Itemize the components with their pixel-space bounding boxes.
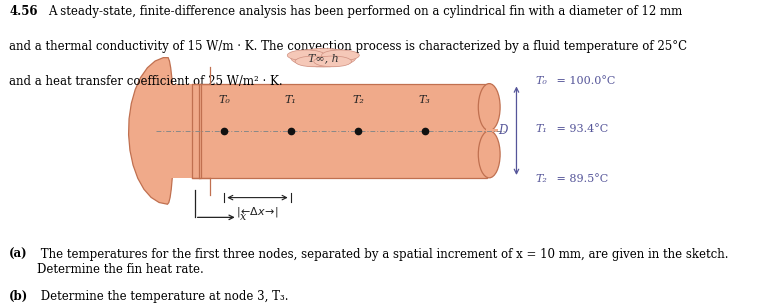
Ellipse shape [295,56,333,67]
Text: D: D [498,124,507,137]
Polygon shape [199,84,487,178]
Text: and a heat transfer coefficient of 25 W/m² · K.: and a heat transfer coefficient of 25 W/… [9,75,283,88]
Text: 4.56: 4.56 [9,5,38,18]
Ellipse shape [314,56,351,67]
Text: T₁: T₁ [284,95,297,105]
Text: (a): (a) [9,248,28,261]
Text: T₂: T₂ [352,95,365,105]
Text: = 89.5°C: = 89.5°C [553,174,608,184]
Text: (b): (b) [9,290,29,303]
Ellipse shape [478,84,500,131]
Polygon shape [167,84,200,178]
Text: T₂: T₂ [536,174,548,184]
Ellipse shape [322,50,359,61]
Text: T∞, h: T∞, h [308,53,339,63]
Ellipse shape [287,50,325,61]
Text: T₀: T₀ [536,76,548,85]
Text: = 93.4°C: = 93.4°C [553,124,608,134]
Text: x: x [240,212,246,222]
Text: $|\!\leftarrow\!\Delta x\!\rightarrow\!|$: $|\!\leftarrow\!\Delta x\!\rightarrow\!|… [236,205,279,219]
Ellipse shape [478,131,500,178]
Text: T₃: T₃ [418,95,431,105]
Polygon shape [486,129,498,132]
Text: The temperatures for the first three nodes, separated by a spatial increment of : The temperatures for the first three nod… [37,248,729,276]
Text: T₀: T₀ [218,95,231,105]
Polygon shape [129,58,174,204]
Polygon shape [192,84,201,178]
Text: T₁: T₁ [536,124,548,134]
Text: A steady-state, finite-difference analysis has been performed on a cylindrical f: A steady-state, finite-difference analys… [48,5,682,18]
Ellipse shape [291,49,356,67]
Text: = 100.0°C: = 100.0°C [553,76,615,85]
Text: Determine the temperature at node 3, T₃.: Determine the temperature at node 3, T₃. [37,290,289,303]
Text: and a thermal conductivity of 15 W/m · K. The convection process is characterize: and a thermal conductivity of 15 W/m · K… [9,40,688,53]
